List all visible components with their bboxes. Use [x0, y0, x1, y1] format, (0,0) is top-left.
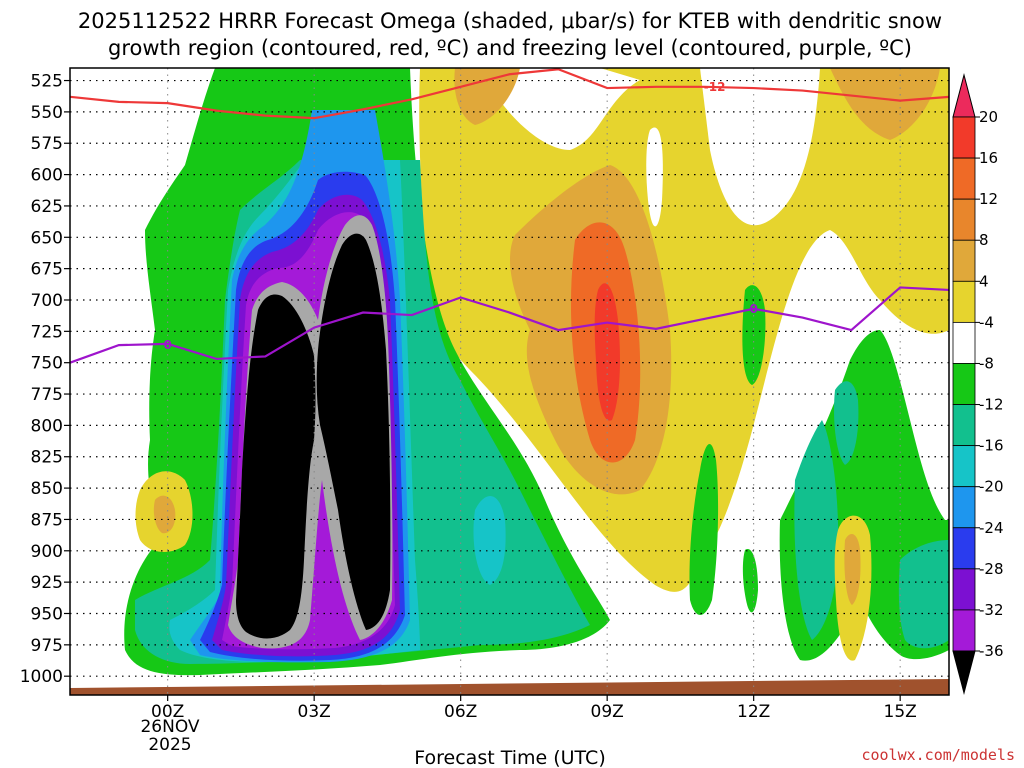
- y-tick-label: 800: [31, 416, 63, 436]
- colorbar-tick-label: 20: [979, 108, 998, 126]
- colorbar-tick-label: -8: [979, 354, 994, 372]
- x-tick-label: 15Z: [884, 702, 917, 722]
- colorbar-bin: [952, 116, 976, 159]
- date-label-year: 2025: [148, 735, 191, 755]
- credit-text: coolwx.com/models: [861, 746, 1015, 764]
- dendritic-contour-label-group: -12: [704, 80, 726, 94]
- y-tick-label: 925: [31, 573, 63, 593]
- y-tick-label: 600: [31, 166, 63, 186]
- colorbar-tick-label: -16: [979, 437, 1004, 455]
- ground-terrain: [70, 679, 949, 695]
- y-tick-label: 575: [31, 134, 63, 154]
- dendritic-growth-contour: [69, 68, 950, 120]
- omega-shading: [124, 68, 949, 676]
- y-tick-label: 850: [31, 479, 63, 499]
- colorbar-tick-label: 12: [979, 190, 998, 208]
- colorbar-bin: [952, 198, 976, 241]
- colorbar-bin: [952, 280, 976, 323]
- y-tick-label: 550: [31, 103, 63, 123]
- chart-title-line-1: 2025112522 HRRR Forecast Omega (shaded, …: [78, 9, 942, 33]
- y-tick-label: 875: [31, 510, 63, 530]
- colorbar-bin: [952, 609, 976, 652]
- x-tick-label: 06Z: [444, 702, 477, 722]
- colorbar-tick-label: -12: [979, 396, 1004, 414]
- y-tick-label: 650: [31, 228, 63, 248]
- colorbar-tick-label: -24: [979, 519, 1004, 537]
- y-tick-label: 750: [31, 354, 63, 374]
- colorbar-bin: [952, 568, 976, 611]
- y-axis: 525 550 575 600 625 650 675 700 725 750 775 800 825 8…: [20, 72, 70, 687]
- colorbar-bin: [952, 445, 976, 488]
- omega-region-teal-right-3: [834, 381, 859, 465]
- freezing-contour-label-right: 0: [749, 302, 757, 316]
- x-tick-label: 00Z: [151, 702, 184, 722]
- omega-region-teal-right: [794, 420, 839, 640]
- omega-region-8-to-12-upper: [454, 68, 520, 125]
- colorbar-tick-label: -28: [979, 560, 1004, 578]
- omega-region-orange-blob-right: [844, 534, 861, 605]
- y-tick-label: 700: [31, 291, 63, 311]
- date-label-day: 26NOV: [140, 717, 199, 737]
- omega-region-white-upper-2: [646, 127, 663, 227]
- omega-region-cyan-mid: [473, 496, 506, 585]
- y-tick-label: 775: [31, 385, 63, 405]
- y-tick-label: 825: [31, 448, 63, 468]
- omega-region-below-minus36: [236, 294, 316, 639]
- colorbar-tick-label: -20: [979, 478, 1004, 496]
- dendritic-contour-label: -12: [704, 80, 726, 94]
- x-tick-label: 12Z: [737, 702, 770, 722]
- colorbar-bin: [952, 239, 976, 282]
- omega-region-white-upper-1: [480, 68, 640, 150]
- x-tick-label: 03Z: [298, 702, 331, 722]
- omega-region-teal-right-2: [898, 540, 949, 649]
- freezing-contour-label-left: 0: [163, 338, 171, 352]
- omega-region-4-to-8: [419, 68, 949, 592]
- y-tick-label: 525: [31, 72, 63, 92]
- y-tick-label: 675: [31, 260, 63, 280]
- colorbar-tick-label: 16: [979, 149, 998, 167]
- colorbar-bin: [952, 527, 976, 570]
- colorbar-bin: [952, 363, 976, 405]
- y-tick-label: 725: [31, 322, 63, 342]
- omega-region-16-to-20: [594, 283, 620, 421]
- y-tick-label: 950: [31, 604, 63, 624]
- colorbar: 20 16 12 8 4 -4 -8 -12 -16 -20 -24 -28 -32 -36: [952, 73, 1004, 695]
- x-tick-label: 09Z: [591, 702, 624, 722]
- colorbar-bin: [952, 404, 976, 447]
- colorbar-bin: [952, 157, 976, 200]
- colorbar-tick-label: -32: [979, 601, 1004, 619]
- freezing-level-contour: [69, 286, 950, 364]
- colorbar-bottom-arrow: [952, 650, 976, 695]
- colorbar-tick-label: -36: [979, 642, 1004, 660]
- y-tick-label: 1000: [20, 667, 63, 687]
- colorbar-tick-label: 8: [979, 231, 989, 249]
- y-tick-label: 625: [31, 197, 63, 217]
- omega-region-white-upper-3: [700, 68, 820, 226]
- omega-region-8-to-12-right: [830, 68, 940, 140]
- colorbar-tick-label: -4: [979, 313, 994, 331]
- omega-region-green-right-2: [689, 443, 719, 615]
- colorbar-top-arrow: [952, 73, 976, 118]
- omega-region-orange-blob-left: [153, 495, 176, 534]
- omega-region-below-minus36-b: [316, 233, 391, 630]
- x-axis: 00Z 03Z 06Z 09Z 12Z 15Z: [151, 695, 917, 722]
- chart-title-line-2: growth region (contoured, red, ºC) and f…: [108, 36, 912, 60]
- x-axis-label: Forecast Time (UTC): [414, 747, 605, 768]
- y-tick-label: 900: [31, 542, 63, 562]
- colorbar-tick-label: 4: [979, 272, 989, 290]
- plot-frame: [69, 67, 950, 696]
- omega-region-green-right-4: [742, 549, 758, 613]
- grid-lines: [70, 68, 949, 695]
- colorbar-bin: [952, 321, 976, 364]
- y-tick-label: 975: [31, 636, 63, 656]
- colorbar-bin: [952, 486, 976, 529]
